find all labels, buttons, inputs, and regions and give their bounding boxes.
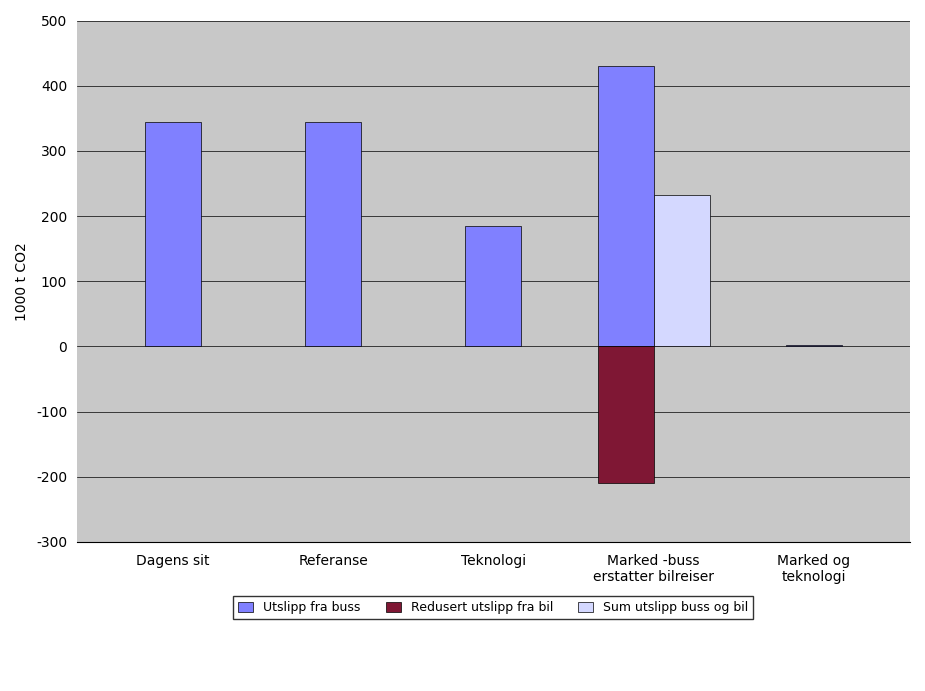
Y-axis label: 1000 t CO2: 1000 t CO2 — [15, 242, 29, 321]
Bar — [465, 226, 522, 346]
Bar — [145, 122, 201, 346]
Bar — [305, 122, 362, 346]
Bar — [654, 195, 709, 346]
Legend: Utslipp fra buss, Redusert utslipp fra bil, Sum utslipp buss og bil: Utslipp fra buss, Redusert utslipp fra b… — [233, 596, 754, 619]
Bar — [598, 346, 654, 483]
Bar — [786, 345, 842, 346]
Bar — [598, 66, 654, 346]
